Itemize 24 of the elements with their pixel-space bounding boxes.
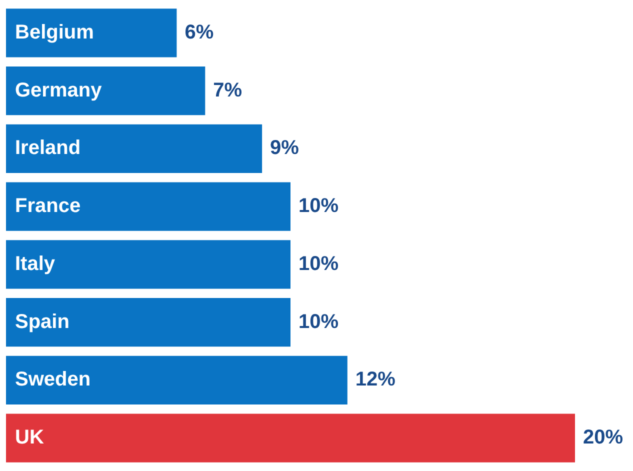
- y-tick-label: UK: [15, 426, 44, 449]
- data-label: 10%: [298, 310, 339, 333]
- data-label: 6%: [184, 21, 214, 44]
- bar: [6, 414, 575, 462]
- y-tick-label: Sweden: [15, 368, 91, 391]
- y-tick-label: Ireland: [15, 137, 81, 160]
- data-label: 10%: [298, 195, 339, 218]
- data-label: 9%: [270, 137, 300, 160]
- y-tick-label: Belgium: [15, 21, 94, 44]
- data-label: 12%: [355, 368, 396, 391]
- bar: [6, 356, 348, 404]
- bar: [6, 8, 177, 58]
- bar: [6, 182, 290, 231]
- bar: [6, 298, 290, 347]
- data-label: 20%: [583, 426, 624, 449]
- bar: [6, 240, 290, 289]
- y-tick-label: Germany: [15, 79, 103, 102]
- y-tick-label: France: [15, 195, 81, 218]
- data-label: 7%: [213, 79, 242, 102]
- data-label: 10%: [298, 252, 339, 275]
- y-tick-label: Italy: [15, 252, 56, 275]
- bar: [6, 124, 262, 173]
- bar: [6, 66, 206, 116]
- y-tick-label: Spain: [15, 310, 70, 333]
